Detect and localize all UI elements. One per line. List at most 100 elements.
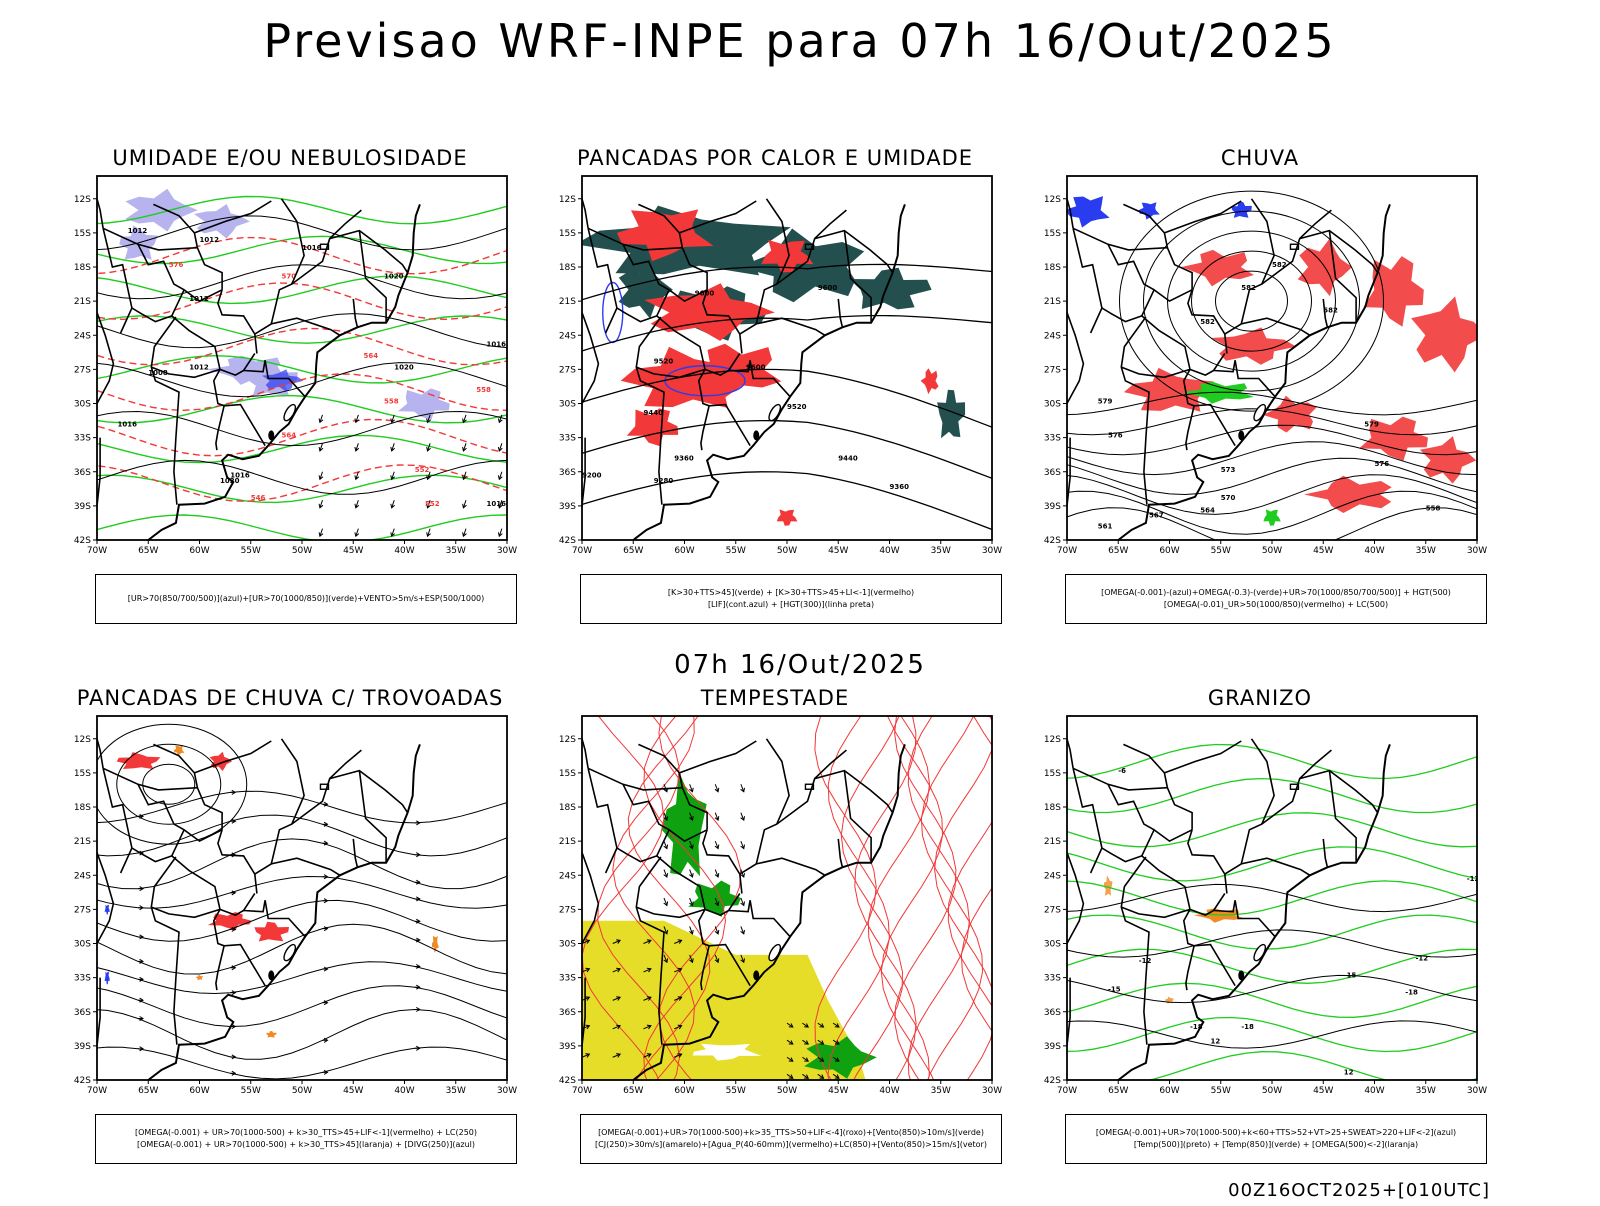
- contour-label: 1012: [189, 295, 209, 303]
- lat-tick-label: 39S: [559, 1042, 576, 1052]
- wind-vector: [786, 1022, 794, 1028]
- streamline: [97, 838, 507, 890]
- contour-label: 579: [1098, 398, 1113, 406]
- wind-vector-head: [804, 1040, 810, 1045]
- border-line-14: [194, 740, 272, 774]
- wind-vector-head: [677, 967, 683, 973]
- lagoa-mirim: [753, 430, 760, 441]
- lon-tick-label: 60W: [674, 1086, 694, 1096]
- green-temp850-contour: [1067, 743, 1477, 780]
- green-temp850-contour: [1067, 846, 1477, 882]
- border-line-16: [102, 228, 133, 309]
- border-line-8: [270, 209, 362, 325]
- border-line-10: [814, 229, 894, 274]
- border-line-6: [728, 900, 791, 938]
- map-group: 582 582 582 582 579 579 576 576 573 570 567 564 561 5…: [1044, 175, 1487, 556]
- wind-vector-head: [663, 901, 669, 907]
- green-contour: [97, 434, 507, 464]
- red-instability-area: [616, 209, 714, 262]
- border-line-10: [329, 769, 409, 814]
- legend-line-1: [K>30+TTS>45](verde) + [K>30+TTS>45+LI<-…: [667, 588, 915, 597]
- panel-tempestade: TEMPESTADE 12S 15S 18S 21S 24S 27S 30S 33S 36S 39…: [540, 686, 1010, 1206]
- streamline: [97, 1008, 507, 1060]
- wind-vector: [802, 1022, 809, 1028]
- lat-tick-label: 36S: [559, 468, 576, 478]
- lagoa-mirim: [1238, 430, 1245, 441]
- streamline-arrow-head: [416, 852, 421, 858]
- red-rain-area: [1123, 367, 1214, 412]
- streamline-arrow-head: [139, 958, 144, 964]
- border-line-8: [755, 749, 847, 865]
- contour-label: 576: [169, 261, 184, 269]
- panel-legend: [UR>70(850/700/500)](azul)+[UR>70(1000/8…: [95, 574, 517, 624]
- lagoa-dos-patos: [768, 403, 782, 422]
- contour-label: 12: [1344, 1068, 1354, 1076]
- lat-tick-label: 24S: [559, 331, 576, 341]
- brasilia-marker: [804, 243, 815, 250]
- wind-vector: [355, 528, 359, 537]
- wind-vector-head: [497, 475, 503, 481]
- lat-tick-label: 12S: [1044, 735, 1061, 745]
- panel-granizo: GRANIZO -6 -12 -12 -12 -15 -15 -18 -18 -18 12 12 12…: [1025, 686, 1495, 1206]
- wind-vector: [355, 471, 359, 480]
- border-line-10: [1299, 769, 1379, 814]
- red-instability-area: [776, 509, 798, 526]
- wind-vector-head: [646, 939, 652, 944]
- lagoa-dos-patos: [768, 943, 782, 962]
- wind-vector-head: [740, 844, 745, 850]
- border-line-5: [215, 945, 225, 991]
- border-line-19: [1120, 856, 1150, 1045]
- red-rain-area: [1359, 416, 1428, 461]
- red-rain-area: [1181, 249, 1254, 287]
- wind-vector-head: [689, 929, 694, 935]
- lat-tick-label: 12S: [559, 195, 576, 205]
- wind-vector-head: [354, 418, 360, 424]
- lat-tick-label: 33S: [74, 974, 91, 984]
- border-line-7: [1224, 317, 1311, 336]
- wind-vector: [391, 528, 395, 537]
- lat-tick-label: 33S: [1044, 974, 1061, 984]
- hgt500-contour: [1119, 190, 1384, 412]
- streamline-arrow-head: [416, 879, 421, 885]
- wind-vector: [689, 784, 693, 792]
- lon-tick-label: 35W: [1416, 546, 1436, 556]
- black-temp500-contour: [1067, 883, 1477, 913]
- border-line-4: [212, 909, 266, 987]
- lon-tick-label: 30W: [1467, 1086, 1487, 1096]
- wind-vector-head: [689, 901, 694, 907]
- wind-vector: [786, 1056, 794, 1062]
- border-line-11: [1328, 230, 1357, 323]
- hgt300-contour: [582, 419, 992, 479]
- panel-trovoadas: PANCADAS DE CHUVA C/ TROVOADAS 12S 15S 18S…: [55, 686, 525, 1206]
- panel-legend: [OMEGA(-0.001)+UR>70(1000-500)+k<60+TTS>…: [1065, 1114, 1487, 1164]
- panel-title: PANCADAS DE CHUVA C/ TROVOADAS: [76, 686, 504, 710]
- streamline-arrow-head: [231, 789, 237, 795]
- white-gap: [692, 1043, 762, 1061]
- border-line-10: [1299, 229, 1379, 274]
- green-temp850-contour: [1067, 1016, 1477, 1053]
- lat-tick-label: 15S: [1044, 229, 1061, 239]
- streamline: [1067, 490, 1477, 535]
- border-line-2: [119, 828, 223, 874]
- lat-tick-label: 42S: [1044, 536, 1061, 546]
- streamline: [1067, 391, 1477, 416]
- lon-tick-label: 40W: [1364, 1086, 1384, 1096]
- orange-omega-area: [1103, 875, 1113, 896]
- lon-tick-label: 55W: [1211, 1086, 1231, 1096]
- teal-instability-area: [937, 389, 966, 439]
- contour-label: 9520: [787, 403, 807, 411]
- border-line-5: [700, 405, 710, 451]
- wind-vector-head: [318, 532, 324, 538]
- lon-tick-label: 35W: [446, 1086, 466, 1096]
- wind-vector-head: [804, 1023, 810, 1028]
- contour-label: 561: [1098, 523, 1113, 531]
- contour-label: 1008: [148, 369, 168, 377]
- lat-tick-label: 27S: [1044, 905, 1061, 915]
- border-line-14: [679, 200, 757, 234]
- lat-tick-label: 36S: [559, 1008, 576, 1018]
- wind-vector: [674, 996, 682, 1001]
- lon-tick-label: 55W: [726, 1086, 746, 1096]
- map-inner: [97, 716, 507, 1080]
- wind-vector-head: [426, 418, 431, 424]
